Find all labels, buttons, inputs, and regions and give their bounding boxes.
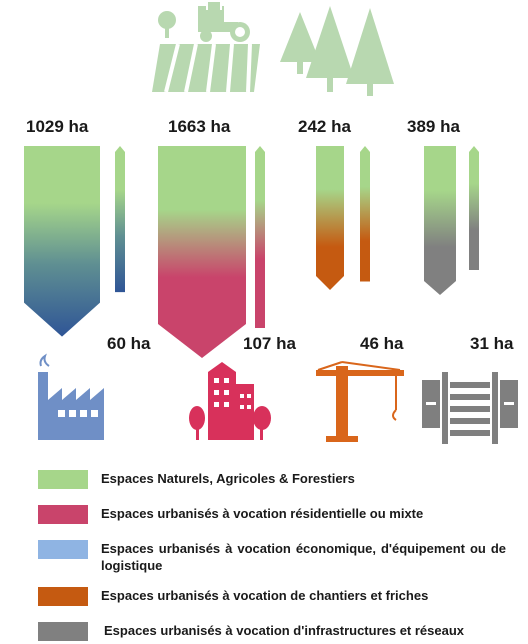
destination-bar-1: [115, 146, 125, 293]
legend-label-worksite: Espaces urbanisés à vocation de chantier…: [101, 588, 429, 603]
legend-swatch-residential: [38, 505, 88, 524]
legend-item-naf: Espaces Naturels, Agricoles & Forestiers: [38, 470, 355, 489]
legend-label-economic: Espaces urbanisés à vocation économique,…: [101, 541, 506, 573]
destination-bar-4: [469, 146, 479, 270]
legend-swatch-economic: [38, 540, 88, 559]
converted-bar-2: [158, 146, 246, 358]
converted-bar-4: [424, 146, 456, 295]
converted-label-3: 242 ha: [298, 117, 351, 136]
farm-field-icon: [152, 0, 260, 93]
buildings-icon: [189, 362, 271, 440]
legend-item-infrastructure: Espaces urbanisés à vocation d'infrastru…: [38, 622, 464, 641]
converted-bar-1: [24, 146, 100, 337]
legend-label-infrastructure: Espaces urbanisés à vocation d'infrastru…: [104, 623, 465, 638]
destination-label-1: 60 ha: [107, 334, 151, 353]
legend-item-worksite: Espaces urbanisés à vocation de chantier…: [38, 587, 428, 606]
converted-bar-3: [316, 146, 344, 290]
legend-label-naf: Espaces Naturels, Agricoles & Forestiers: [101, 471, 355, 486]
converted-label-1: 1029 ha: [26, 117, 89, 136]
legend-swatch-infrastructure: [38, 622, 88, 641]
converted-label-2: 1663 ha: [168, 117, 231, 136]
land-use-chart: 1029 ha 60 ha 1663 ha 107 ha 242 ha 46 ha 389 …: [24, 0, 518, 444]
destination-bar-2: [255, 146, 265, 328]
legend-item-economic: Espaces urbanisés à vocation économique,…: [38, 540, 506, 574]
destination-label-4: 31 ha: [470, 334, 514, 353]
destination-bar-3: [360, 146, 370, 282]
factory-icon: [38, 353, 104, 440]
road-icon: [422, 372, 518, 444]
destination-label-2: 107 ha: [243, 334, 296, 353]
destination-label-3: 46 ha: [360, 334, 404, 353]
legend-swatch-worksite: [38, 587, 88, 606]
bars-layer: 1029 ha 60 ha 1663 ha 107 ha 242 ha 46 ha 389 …: [24, 117, 514, 358]
trees-icon: [280, 6, 394, 96]
legend-swatch-naf: [38, 470, 88, 489]
legend-label-residential: Espaces urbanisés à vocation résidentiel…: [101, 506, 424, 521]
crane-icon: [316, 361, 404, 442]
converted-label-4: 389 ha: [407, 117, 460, 136]
legend-item-residential: Espaces urbanisés à vocation résidentiel…: [38, 505, 423, 524]
